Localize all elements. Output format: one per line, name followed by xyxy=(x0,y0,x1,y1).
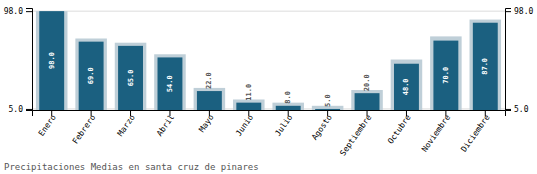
y-axis: 5.0 98.0 xyxy=(4,7,33,114)
tick-mark xyxy=(505,11,511,12)
tick: Diciembre xyxy=(459,110,491,154)
tick: Agosto xyxy=(310,110,334,142)
data-label: 48.0 xyxy=(402,78,410,95)
tick: 98.0 xyxy=(505,7,533,16)
bar-series xyxy=(39,11,497,110)
chart: 98.0 69.0 65.0 54.0 22.0 11.0 8.0 5.0 20.0 48.0 70… xyxy=(0,0,537,174)
bar xyxy=(79,42,104,110)
tick-label: 98.0 xyxy=(4,7,23,16)
title: Precipitaciones Medias en santa cruz de … xyxy=(4,162,259,172)
bars xyxy=(36,11,501,110)
tick-mark xyxy=(26,109,32,110)
tick: 98.0 xyxy=(4,7,32,16)
grid-line xyxy=(32,11,505,12)
bar xyxy=(394,64,419,110)
y2-axis: 5.0 98.0 xyxy=(505,7,533,114)
bar xyxy=(75,38,107,110)
tick: Marzo xyxy=(116,110,137,138)
tick-label: Noviembre xyxy=(420,113,452,154)
tick-label: Enero xyxy=(37,113,58,138)
tick-label: Agosto xyxy=(310,113,334,142)
data-label: 69.0 xyxy=(87,67,95,84)
tick-label: 5.0 xyxy=(9,105,24,114)
data-label: 20.0 xyxy=(363,74,371,91)
data-label: 98.0 xyxy=(48,52,56,69)
tick-label: Octubre xyxy=(386,113,413,146)
tick-label: Julio xyxy=(273,113,294,138)
tick-mark xyxy=(505,109,511,110)
bar xyxy=(39,11,64,110)
tick: 5.0 xyxy=(505,105,529,114)
tick: Noviembre xyxy=(420,110,452,154)
bar xyxy=(351,90,383,110)
bar xyxy=(158,57,183,110)
tick-label: 98.0 xyxy=(514,7,533,16)
tick: Mayo xyxy=(197,110,216,134)
data-label: 65.0 xyxy=(127,69,135,86)
data-label: 8.0 xyxy=(284,91,292,104)
bar xyxy=(154,54,186,110)
data-label: 54.0 xyxy=(166,75,174,92)
tick: Junio xyxy=(234,110,255,138)
bar xyxy=(473,23,498,110)
data-label: 87.0 xyxy=(481,58,489,75)
bar xyxy=(118,46,143,110)
plot: 98.0 69.0 65.0 54.0 22.0 11.0 8.0 5.0 20.0 48.0 70… xyxy=(4,7,534,157)
bar xyxy=(430,36,462,110)
bar xyxy=(194,88,226,110)
bar xyxy=(391,60,423,110)
tick: Abril xyxy=(155,110,176,138)
axis-line xyxy=(506,9,512,111)
tick-label: Septiembre xyxy=(338,113,373,158)
tick-label: Marzo xyxy=(116,113,137,138)
bar xyxy=(197,91,222,110)
tick-label: Junio xyxy=(234,113,255,138)
tick: 5.0 xyxy=(9,105,32,114)
tick-label: Diciembre xyxy=(459,113,491,154)
data-label: 22.0 xyxy=(205,72,213,89)
tick-label: Febrero xyxy=(71,113,98,146)
axis-line xyxy=(33,111,506,117)
tick: Julio xyxy=(273,110,294,138)
bar xyxy=(236,103,261,110)
bar xyxy=(470,20,502,110)
bar xyxy=(36,11,68,110)
axis-line xyxy=(26,9,33,111)
tick-mark xyxy=(26,11,32,12)
bar xyxy=(433,41,458,110)
bar xyxy=(355,93,380,110)
tick-label: 5.0 xyxy=(514,105,529,114)
tick-label: Abril xyxy=(155,113,176,138)
tick: Septiembre xyxy=(338,110,373,158)
tick-label: Mayo xyxy=(197,113,216,134)
bar-series xyxy=(36,11,501,110)
x-axis: Enero Febrero Marzo Abril Mayo Junio Julio Agos… xyxy=(33,110,506,158)
data-label: 11.0 xyxy=(245,84,253,101)
bar xyxy=(276,106,301,110)
tick: Enero xyxy=(37,110,58,138)
bar xyxy=(115,43,147,110)
tick: Octubre xyxy=(386,110,413,146)
data-label: 70.0 xyxy=(442,67,450,84)
tick: Febrero xyxy=(71,110,98,146)
bar xyxy=(315,109,340,110)
data-label: 5.0 xyxy=(324,94,332,107)
data-labels: 98.0 69.0 65.0 54.0 22.0 11.0 8.0 5.0 20.0 48.0 70… xyxy=(48,52,490,107)
